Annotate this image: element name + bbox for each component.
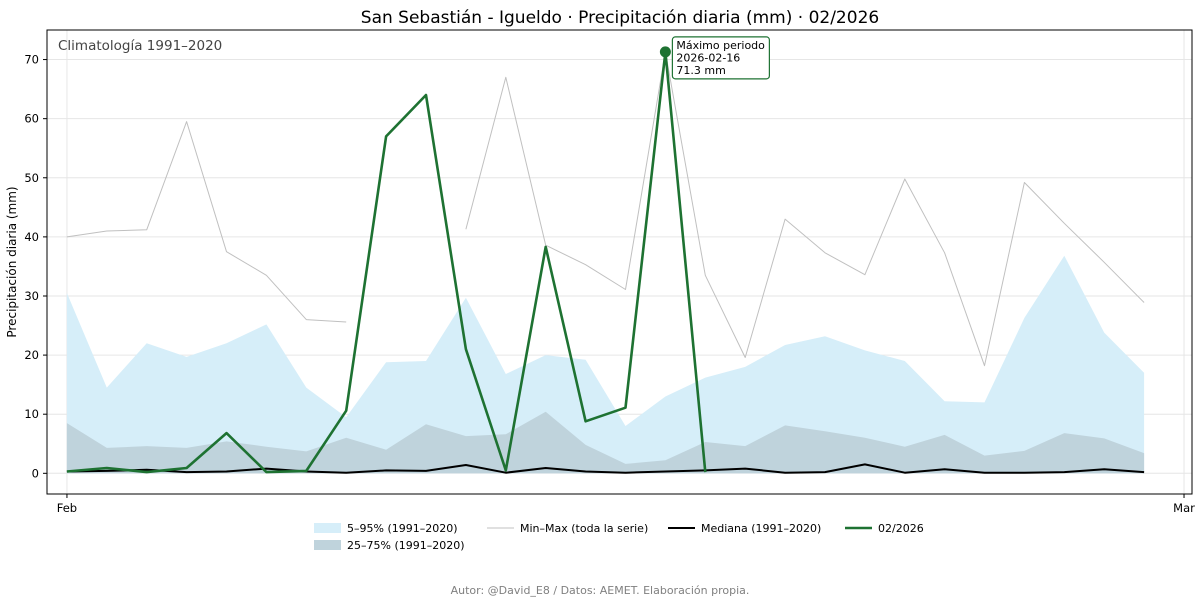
- x-tick-label: Feb: [57, 501, 77, 515]
- legend-label: Mediana (1991–2020): [701, 522, 821, 535]
- line-min-max-toda-la-serie: [66, 51, 1145, 367]
- band-25-75-1991-2020: [66, 411, 1145, 474]
- chart-title: San Sebastián - Igueldo · Precipitación …: [361, 8, 879, 28]
- y-tick-label: 50: [24, 171, 39, 185]
- legend-swatch: [314, 540, 341, 550]
- legend-label: 25–75% (1991–2020): [347, 539, 465, 552]
- y-tick-label: 70: [24, 53, 39, 67]
- line-mediana-1991-2020: [66, 463, 1145, 474]
- x-tick-label: Mar: [1173, 501, 1195, 515]
- legend-label: Min–Max (toda la serie): [520, 522, 648, 535]
- chart-legend: 5–95% (1991–2020) 25–75% (1991–2020) Min–M…: [314, 522, 924, 552]
- peak-annotation-line: 71.3 mm: [676, 64, 725, 77]
- axis-layer: 0 10 20 30 40 50 60 70 Feb Mar: [24, 53, 1195, 515]
- line-02-2026: [66, 50, 707, 474]
- peak-annotation-box: [671, 36, 770, 80]
- y-tick-label: 20: [24, 348, 39, 362]
- y-tick-label: 30: [24, 289, 39, 303]
- line-layer: [66, 50, 1145, 474]
- y-axis-label: Precipitación diaria (mm): [5, 186, 19, 337]
- chart-credit: Autor: @David_E8 / Datos: AEMET. Elabora…: [450, 584, 750, 597]
- band-layer: [66, 255, 1145, 474]
- y-tick-label: 10: [24, 407, 39, 421]
- legend-swatch: [314, 523, 341, 533]
- band-5-95-1991-2020: [66, 255, 1145, 474]
- y-tick-label: 60: [24, 112, 39, 126]
- legend-label: 5–95% (1991–2020): [347, 522, 458, 535]
- y-tick-label: 0: [32, 466, 39, 480]
- chart-subtitle: Climatología 1991–2020: [58, 38, 222, 54]
- y-tick-label: 40: [24, 230, 39, 244]
- legend-label: 02/2026: [878, 522, 924, 535]
- peak-annotation-line: Máximo periodo: [676, 39, 765, 52]
- peak-marker: [659, 46, 671, 58]
- plot-frame: [46, 29, 1193, 495]
- peak-annotation-line: 2026-02-16: [676, 51, 740, 64]
